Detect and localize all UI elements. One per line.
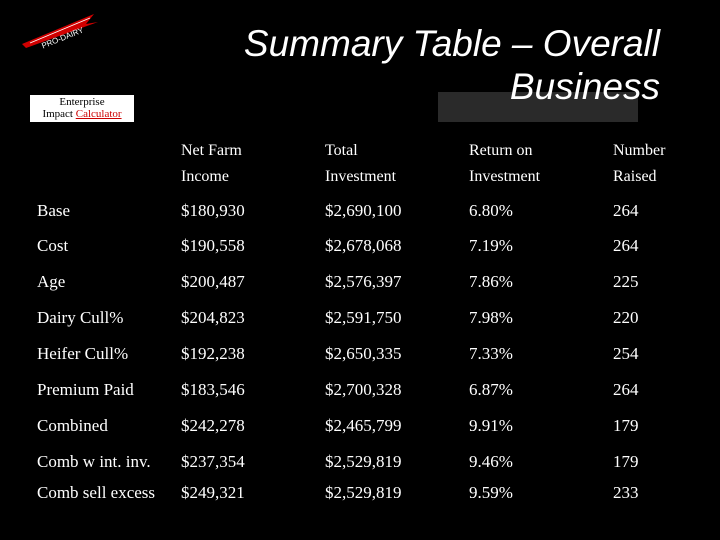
total-investment-cell: $2,576,397 xyxy=(325,272,402,291)
header-line2: Investment xyxy=(469,168,541,185)
header-return-on-investment: Return on Investment xyxy=(469,138,540,190)
header-line2: Raised xyxy=(613,168,657,185)
badge-line2: Impact Calculator xyxy=(30,108,134,120)
number-raised-cell: 233 xyxy=(613,483,639,502)
net-farm-income-cell: $183,546 xyxy=(181,380,245,399)
row-label: Comb sell excess xyxy=(37,483,156,502)
net-farm-income-cell: $192,238 xyxy=(181,344,245,363)
pro-dairy-logo: PRO-DAIRY xyxy=(20,10,100,50)
roi-cell: 9.91% xyxy=(469,416,513,435)
badge-line2-prefix: Impact xyxy=(42,108,76,120)
roi-cell: 6.80% xyxy=(469,201,513,220)
roi-cell: 9.59% xyxy=(469,483,513,502)
net-farm-income-cell: $249,321 xyxy=(181,483,245,502)
header-line1: Net Farm xyxy=(181,142,242,159)
roi-cell: 7.33% xyxy=(469,344,513,363)
total-investment-cell: $2,529,819 xyxy=(325,452,402,471)
title-shadow xyxy=(438,92,638,122)
total-investment-cell: $2,678,068 xyxy=(325,236,402,255)
title-line1: Summary Table – Overall xyxy=(243,23,660,64)
title-line2: Business xyxy=(509,66,660,107)
header-net-farm-income: Net Farm Income xyxy=(181,138,242,190)
number-raised-cell: 179 xyxy=(613,416,639,435)
roi-cell: 6.87% xyxy=(469,380,513,399)
total-investment-cell: $2,465,799 xyxy=(325,416,402,435)
badge-line1: Enterprise xyxy=(59,96,105,108)
row-label: Heifer Cull% xyxy=(37,344,129,363)
header-line1: Number xyxy=(613,142,666,159)
header-total-investment: Total Investment xyxy=(325,138,396,190)
net-farm-income-cell: $200,487 xyxy=(181,272,245,291)
header-line2: Income xyxy=(181,168,229,185)
total-investment-cell: $2,700,328 xyxy=(325,380,402,399)
pro-dairy-logo-graphic: PRO-DAIRY xyxy=(22,14,98,50)
calculator-link[interactable]: Calculator xyxy=(75,108,122,120)
enterprise-impact-calculator-badge: Enterprise Impact Calculator xyxy=(30,95,134,122)
row-label: Comb w int. inv. xyxy=(37,452,151,471)
total-investment-cell: $2,591,750 xyxy=(325,308,402,327)
row-label: Combined xyxy=(37,416,108,435)
total-investment-cell: $2,529,819 xyxy=(325,483,402,502)
net-farm-income-cell: $180,930 xyxy=(181,201,245,220)
number-raised-cell: 264 xyxy=(613,236,639,255)
page-title: Summary Table – Overall Business xyxy=(244,22,660,108)
row-label: Cost xyxy=(37,236,69,255)
number-raised-cell: 220 xyxy=(613,308,639,327)
number-raised-cell: 254 xyxy=(613,344,639,363)
row-label: Dairy Cull% xyxy=(37,308,124,327)
net-farm-income-cell: $190,558 xyxy=(181,236,245,255)
row-label: Premium Paid xyxy=(37,380,134,399)
header-line2: Investment xyxy=(325,168,397,185)
number-raised-cell: 179 xyxy=(613,452,639,471)
total-investment-cell: $2,690,100 xyxy=(325,201,402,220)
header-line1: Return on xyxy=(469,142,533,159)
roi-cell: 7.86% xyxy=(469,272,513,291)
roi-cell: 7.19% xyxy=(469,236,513,255)
total-investment-cell: $2,650,335 xyxy=(325,344,402,363)
net-farm-income-cell: $237,354 xyxy=(181,452,245,471)
roi-cell: 7.98% xyxy=(469,308,513,327)
roi-cell: 9.46% xyxy=(469,452,513,471)
number-raised-cell: 225 xyxy=(613,272,639,291)
row-label: Age xyxy=(37,272,66,291)
header-line1: Total xyxy=(325,142,358,159)
row-label: Base xyxy=(37,201,71,220)
header-number-raised: Number Raised xyxy=(613,138,665,190)
net-farm-income-cell: $204,823 xyxy=(181,308,245,327)
net-farm-income-cell: $242,278 xyxy=(181,416,245,435)
number-raised-cell: 264 xyxy=(613,380,639,399)
number-raised-cell: 264 xyxy=(613,201,639,220)
